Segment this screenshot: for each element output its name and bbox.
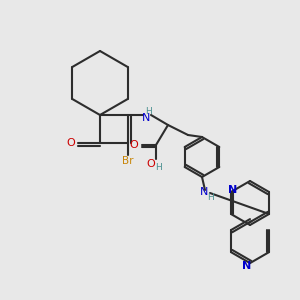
Text: H: H — [154, 164, 161, 172]
Text: N: N — [142, 113, 150, 123]
Text: N: N — [242, 261, 252, 271]
Text: N: N — [200, 187, 208, 197]
Text: N: N — [228, 185, 238, 195]
Text: Br: Br — [122, 156, 134, 166]
Text: O: O — [130, 140, 138, 150]
Text: O: O — [67, 138, 75, 148]
Text: H: H — [145, 107, 152, 116]
Text: H: H — [207, 193, 213, 202]
Text: O: O — [147, 159, 155, 169]
